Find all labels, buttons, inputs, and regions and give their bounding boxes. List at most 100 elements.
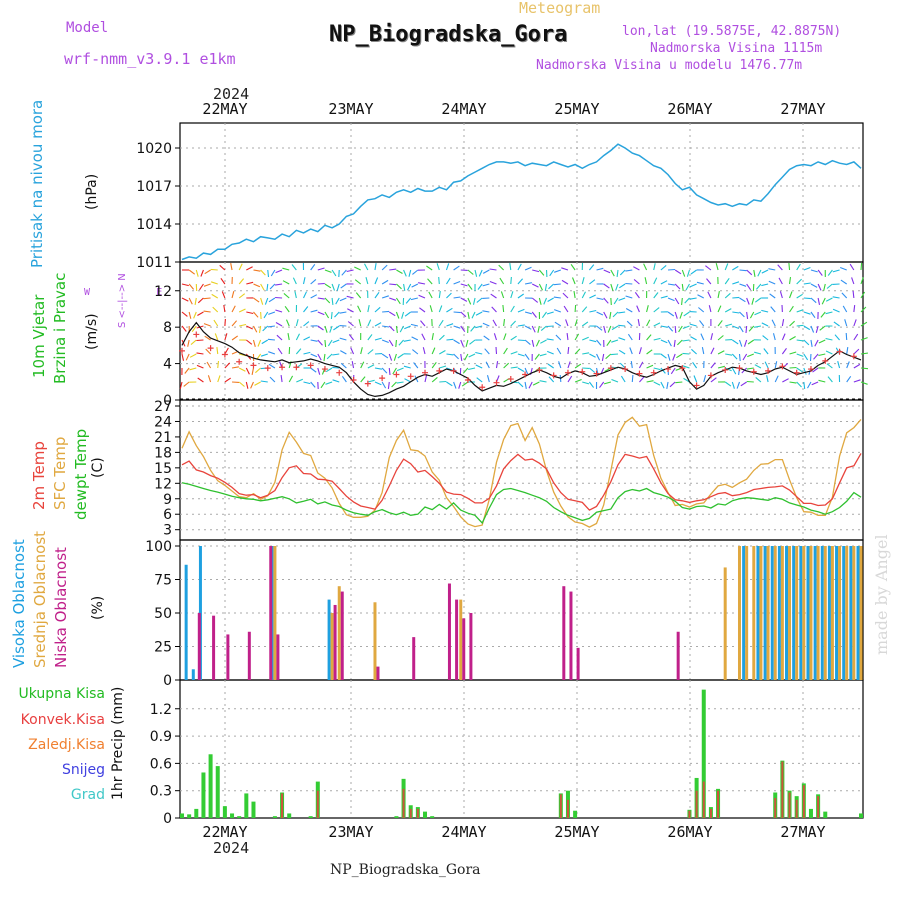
year-top: 2024	[213, 85, 250, 103]
wind-barb	[844, 319, 848, 327]
wind-barb	[396, 367, 404, 372]
wind-barb	[224, 333, 228, 341]
wind-barb	[763, 348, 769, 355]
wind-barb	[660, 325, 668, 328]
wind-barb	[277, 347, 283, 355]
wind-barb	[181, 297, 189, 302]
wind-barb	[755, 283, 762, 290]
wind-barb	[528, 381, 533, 389]
cloud-mid-bar	[795, 546, 799, 680]
wind-barb	[238, 293, 246, 299]
wind-barb	[478, 269, 483, 277]
wind-barb	[294, 291, 297, 299]
total-rain-bar	[251, 801, 256, 818]
wind-barb	[825, 337, 833, 341]
wind-barb	[446, 338, 454, 341]
cloud-low-bar	[340, 591, 344, 680]
wind-barb	[612, 311, 619, 318]
total-rain-bar	[215, 766, 220, 818]
cloud-mid-bar	[337, 586, 341, 680]
wind-barb	[260, 297, 264, 305]
wind-barb	[701, 346, 705, 355]
wind-barb	[601, 353, 605, 362]
wind-barb	[754, 364, 762, 369]
temperature-ytick-label: 27	[154, 399, 172, 415]
wind-barb	[677, 339, 683, 346]
wind-barb	[631, 374, 634, 383]
wind-barb	[283, 292, 290, 299]
wind-barb	[374, 306, 381, 313]
wind-barb	[303, 291, 307, 299]
wind-barb	[710, 333, 714, 341]
wind-barb	[739, 311, 745, 318]
wind-barb	[188, 311, 192, 319]
wind-barb	[782, 378, 789, 383]
total-rain-bar	[423, 811, 428, 818]
day-label-top: 27MAY	[780, 100, 825, 118]
wind-barb	[453, 265, 460, 271]
wind-barb	[446, 381, 453, 387]
cloud-low-bar	[676, 631, 680, 680]
wind-barb	[336, 283, 340, 291]
wind-barb	[295, 348, 302, 355]
wind-barb	[214, 333, 219, 341]
wind-barb	[674, 297, 680, 305]
station-title: NP_Biogradska_Gora	[329, 22, 568, 47]
wind-barb	[324, 325, 328, 333]
wind-barb	[475, 364, 483, 369]
wind-barb	[303, 336, 311, 341]
wind-barb	[453, 311, 461, 314]
wind-barb	[852, 290, 855, 299]
total-rain-bar	[244, 793, 249, 818]
cloud-low-bar	[212, 615, 216, 680]
wind-barb	[331, 297, 334, 305]
wind-barb	[267, 269, 270, 278]
conv-rain-bar	[802, 785, 805, 818]
wind-barb	[470, 325, 476, 332]
wind-barb	[199, 283, 204, 291]
wind-barb	[482, 283, 490, 287]
wind-barb	[260, 353, 268, 357]
wind-barb	[420, 320, 426, 327]
wind-barb	[303, 321, 310, 327]
cloud-mid-bar	[859, 546, 863, 680]
wind-barb	[546, 338, 554, 341]
wind-barb	[682, 325, 690, 330]
wind-barb	[541, 311, 547, 319]
wind-barb	[603, 381, 611, 385]
wind-barb	[296, 378, 304, 383]
wind-barb	[789, 381, 797, 384]
wind-barb	[189, 367, 197, 371]
wind-barb	[346, 269, 354, 273]
wind-barb	[754, 311, 762, 316]
wind-barb	[653, 337, 661, 341]
cloud-mid-bar	[852, 546, 856, 680]
wind-barb	[619, 269, 626, 276]
wind-barb	[832, 269, 840, 273]
wind-barb	[693, 375, 698, 383]
total-rain-bar	[187, 814, 192, 818]
wind-gust-marker	[336, 369, 343, 376]
wind-barb	[653, 263, 656, 271]
wind-barb	[620, 375, 626, 383]
wind-barb	[517, 308, 525, 313]
wind-barb	[846, 375, 852, 383]
wind-gust-marker	[393, 371, 400, 378]
wind-barb	[803, 266, 811, 271]
wind-barb	[287, 333, 290, 341]
wind-barb	[753, 269, 756, 277]
wind-barb	[351, 360, 355, 369]
wind-barb	[613, 297, 619, 305]
day-label-top: 22MAY	[202, 100, 247, 118]
wind-barb	[255, 367, 261, 374]
wind-barb	[707, 291, 712, 299]
wind-barb	[717, 290, 720, 299]
wind-barb	[781, 333, 786, 341]
wind-barb	[697, 294, 705, 299]
wind-barb	[754, 351, 762, 355]
pressure-line	[181, 143, 862, 261]
wind-barb	[547, 363, 554, 369]
wind-barb	[324, 269, 332, 273]
wind-barb	[320, 381, 326, 389]
cloud-high-bar	[820, 546, 824, 680]
